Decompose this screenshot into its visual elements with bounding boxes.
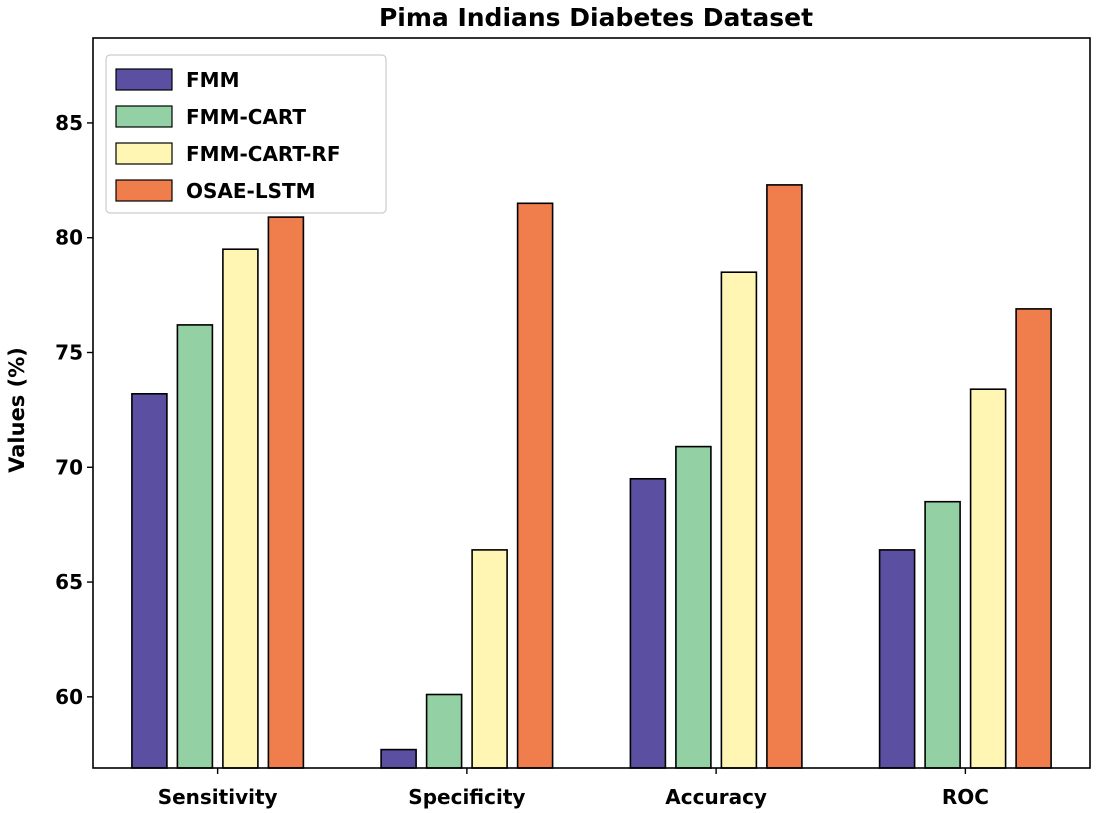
bar-fmm-cart-sensitivity [176,324,214,769]
chart-title: Pima Indians Diabetes Dataset [379,3,813,32]
legend: FMM FMM-CART FMM-CART-RF OSAE-LSTM [105,54,387,214]
legend-swatch [115,142,173,165]
bar-fmm-cart-roc [924,500,961,769]
x-tick-label: Specificity [408,785,525,809]
bar-fmm-roc [878,549,916,769]
x-axis-ticks: Sensitivity Specificity Accuracy ROC [158,768,989,809]
x-tick-label: Sensitivity [158,785,278,809]
x-tick-label: Accuracy [665,785,767,809]
y-tick-label: 60 [55,685,83,709]
bar-fmm-cart-rf-accuracy [720,271,758,769]
x-tick-label: ROC [942,785,989,809]
bar-fmm-cart-rf-specificity [471,549,508,769]
legend-label: FMM-CART [186,105,306,129]
bar-fmm-cart-accuracy [675,445,712,769]
bar-osae-lstm-sensitivity [267,216,305,769]
y-axis-label: Values (%) [5,347,29,473]
bars-group [131,184,1052,769]
legend-label: FMM [186,68,239,92]
legend-label: FMM-CART-RF [186,142,341,166]
bar-osae-lstm-specificity [516,202,554,769]
legend-box [105,54,387,214]
bar-fmm-cart-specificity [425,693,463,769]
legend-swatch [115,105,173,128]
legend-swatch [115,179,173,202]
bar-fmm-cart-rf-sensitivity [222,248,259,769]
y-tick-label: 75 [55,340,83,364]
plot-frame [92,37,1091,769]
y-tick-label: 65 [55,570,83,594]
bar-fmm-accuracy [629,477,667,769]
y-tick-label: 70 [55,455,83,479]
bar-fmm-cart-rf-roc [969,388,1007,769]
bar-osae-lstm-roc [1015,308,1052,769]
y-tick-label: 85 [55,111,83,135]
bar-fmm-sensitivity [131,392,168,769]
y-axis-ticks: 60 65 70 75 80 85 [55,111,93,709]
legend-label: OSAE-LSTM [186,179,316,203]
legend-swatch [115,68,173,91]
bar-osae-lstm-accuracy [766,184,803,769]
bar-fmm-specificity [380,748,417,769]
y-tick-label: 80 [55,226,83,250]
